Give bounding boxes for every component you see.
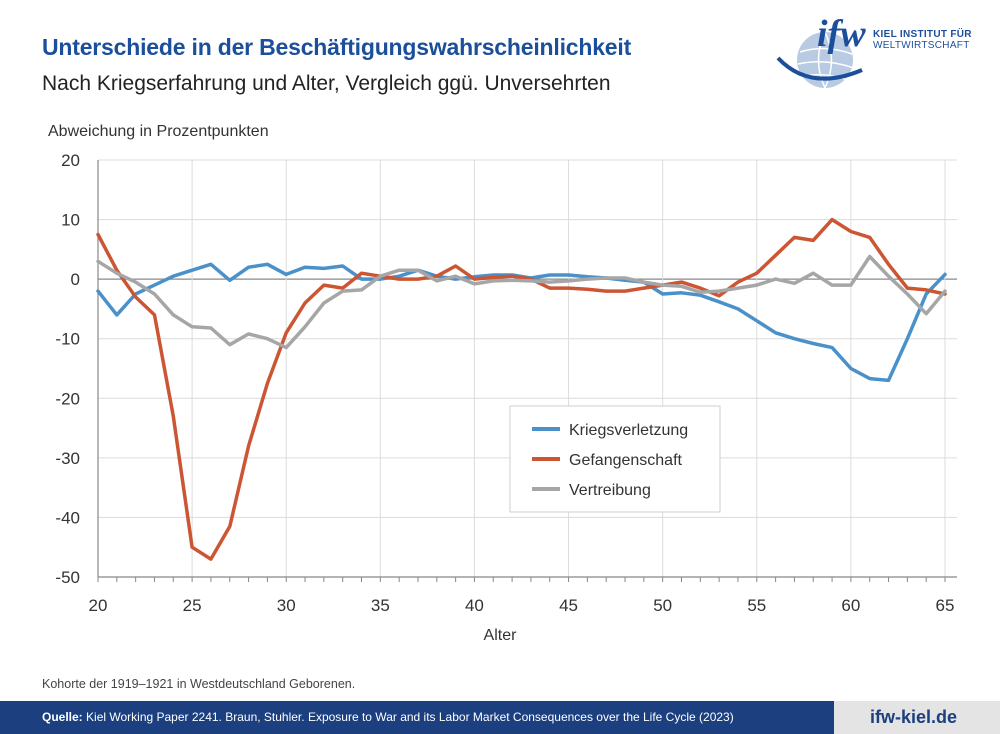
footer-bar: Quelle: Kiel Working Paper 2241. Braun, …	[0, 701, 1000, 734]
source-citation: Quelle: Kiel Working Paper 2241. Braun, …	[42, 710, 734, 724]
y-axis-label: Abweichung in Prozentpunkten	[48, 123, 269, 140]
x-tick-labels: 20 25 30 35 40 45 50 55 60 65	[89, 596, 955, 615]
x-tick-label: 60	[841, 596, 860, 615]
legend-label: Kriegsverletzung	[569, 422, 688, 439]
chart-legend: Kriegsverletzung Gefangenschaft Vertreibun…	[509, 405, 721, 513]
globe-icon: ifw	[776, 13, 866, 89]
y-tick-label: 10	[61, 211, 80, 230]
x-tick-label: 40	[465, 596, 484, 615]
logo-wordmark: ifw	[817, 14, 866, 55]
y-tick-label: -40	[55, 508, 80, 527]
legend-label: Vertreibung	[569, 482, 651, 499]
y-tick-label: -10	[55, 330, 80, 349]
website-link[interactable]: ifw-kiel.de	[870, 707, 958, 727]
y-tick-label: -50	[55, 568, 80, 587]
y-tick-label: -30	[55, 449, 80, 468]
x-tick-label: 50	[653, 596, 672, 615]
logo-institute-name: KIEL INSTITUT FÜR WELTWIRTSCHAFT	[873, 29, 972, 51]
chart-subtitle: Nach Kriegserfahrung und Alter, Vergleic…	[42, 72, 611, 95]
ifw-logo: ifw	[770, 13, 970, 94]
y-tick-label: 20	[61, 151, 80, 170]
legend-label: Gefangenschaft	[569, 452, 683, 469]
x-tick-label: 20	[89, 596, 108, 615]
y-tick-label: 0	[71, 270, 80, 289]
x-tick-label: 35	[371, 596, 390, 615]
line-chart: 20 10 0 -10 -20 -30 -40 -50 20 25 30 35 40 45 50 55 60 6…	[48, 123, 957, 644]
series-line-vertreibung	[96, 254, 947, 350]
chart-series	[96, 217, 947, 561]
footer-url-box	[834, 701, 1000, 734]
x-tick-label: 55	[747, 596, 766, 615]
chart-title: Unterschiede in der Beschäftigungswahrsc…	[42, 34, 632, 60]
y-tick-labels: 20 10 0 -10 -20 -30 -40 -50	[55, 151, 80, 587]
x-tick-label: 30	[277, 596, 296, 615]
footnote: Kohorte der 1919–1921 in Westdeutschland…	[42, 677, 356, 691]
y-tick-label: -20	[55, 389, 80, 408]
x-tick-label: 45	[559, 596, 578, 615]
x-tick-label: 65	[936, 596, 955, 615]
chart-grid	[97, 159, 957, 582]
x-tick-label: 25	[183, 596, 202, 615]
x-axis-label: Alter	[484, 627, 518, 644]
series-line-gefangenschaft	[96, 217, 947, 561]
